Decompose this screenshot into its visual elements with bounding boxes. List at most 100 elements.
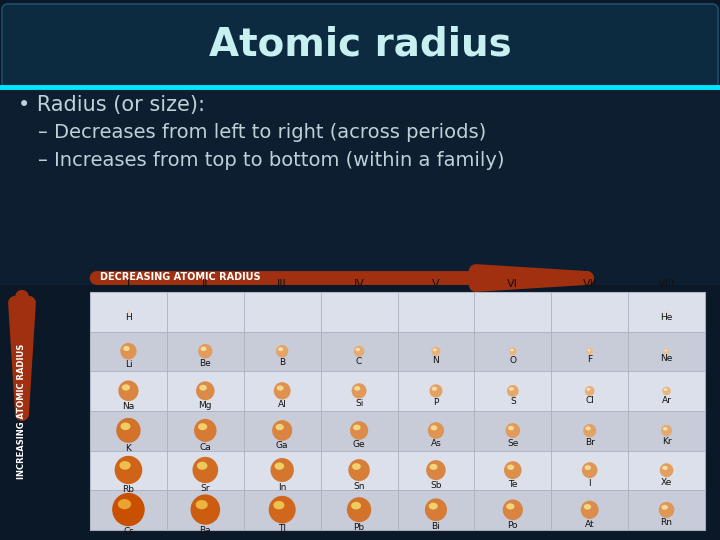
Ellipse shape bbox=[504, 461, 521, 479]
Text: Al: Al bbox=[278, 400, 287, 409]
FancyBboxPatch shape bbox=[90, 292, 705, 530]
Ellipse shape bbox=[271, 458, 294, 482]
Text: O: O bbox=[509, 356, 516, 364]
Ellipse shape bbox=[356, 348, 360, 351]
Text: S: S bbox=[510, 397, 516, 406]
Ellipse shape bbox=[509, 387, 514, 391]
Ellipse shape bbox=[581, 501, 598, 519]
Text: – Decreases from left to right (across periods): – Decreases from left to right (across p… bbox=[38, 123, 486, 141]
Ellipse shape bbox=[425, 498, 447, 521]
Ellipse shape bbox=[432, 387, 437, 391]
Ellipse shape bbox=[127, 311, 129, 312]
Ellipse shape bbox=[659, 502, 675, 518]
Text: VII: VII bbox=[582, 279, 597, 289]
Text: Atomic radius: Atomic radius bbox=[209, 26, 511, 64]
Ellipse shape bbox=[507, 464, 514, 470]
Ellipse shape bbox=[430, 464, 438, 470]
Ellipse shape bbox=[276, 424, 284, 430]
Ellipse shape bbox=[428, 422, 444, 439]
Ellipse shape bbox=[120, 461, 131, 470]
Text: Tl: Tl bbox=[278, 524, 286, 534]
Ellipse shape bbox=[120, 343, 137, 360]
Ellipse shape bbox=[114, 456, 143, 484]
Ellipse shape bbox=[196, 500, 208, 509]
Text: K: K bbox=[125, 444, 131, 453]
Ellipse shape bbox=[665, 310, 668, 313]
Text: Se: Se bbox=[507, 438, 518, 448]
Ellipse shape bbox=[352, 463, 361, 470]
Ellipse shape bbox=[348, 459, 370, 481]
Text: Ca: Ca bbox=[199, 443, 211, 451]
Ellipse shape bbox=[506, 503, 515, 510]
Ellipse shape bbox=[509, 347, 517, 355]
FancyBboxPatch shape bbox=[90, 490, 705, 530]
Text: Rb: Rb bbox=[122, 485, 135, 494]
Text: DECREASING ATOMIC RADIUS: DECREASING ATOMIC RADIUS bbox=[100, 272, 261, 282]
Text: Si: Si bbox=[355, 399, 364, 408]
Text: He: He bbox=[660, 313, 672, 322]
Ellipse shape bbox=[428, 503, 438, 510]
Text: Te: Te bbox=[508, 480, 518, 489]
Ellipse shape bbox=[274, 382, 291, 400]
Ellipse shape bbox=[662, 387, 671, 395]
Text: Kr: Kr bbox=[662, 437, 671, 445]
Ellipse shape bbox=[269, 496, 296, 523]
Ellipse shape bbox=[664, 348, 670, 354]
Text: As: As bbox=[431, 440, 441, 448]
Ellipse shape bbox=[586, 348, 593, 355]
Ellipse shape bbox=[347, 497, 372, 522]
Text: INCREASING ATOMIC RADIUS: INCREASING ATOMIC RADIUS bbox=[17, 343, 27, 478]
Text: – Increases from top to bottom (within a family): – Increases from top to bottom (within a… bbox=[38, 151, 505, 170]
FancyBboxPatch shape bbox=[0, 90, 720, 285]
Ellipse shape bbox=[429, 384, 443, 397]
Ellipse shape bbox=[120, 422, 130, 430]
Text: II: II bbox=[202, 279, 209, 289]
FancyBboxPatch shape bbox=[90, 411, 705, 451]
Ellipse shape bbox=[112, 493, 145, 526]
Ellipse shape bbox=[661, 425, 672, 436]
Ellipse shape bbox=[585, 465, 591, 470]
Text: Ge: Ge bbox=[353, 441, 365, 449]
Ellipse shape bbox=[353, 424, 361, 430]
Ellipse shape bbox=[664, 388, 667, 391]
FancyBboxPatch shape bbox=[90, 372, 705, 411]
Text: Po: Po bbox=[508, 521, 518, 530]
Text: B: B bbox=[279, 358, 285, 367]
Text: Xe: Xe bbox=[661, 478, 672, 487]
Text: VIII: VIII bbox=[658, 279, 675, 289]
Ellipse shape bbox=[192, 457, 218, 483]
Ellipse shape bbox=[276, 386, 284, 390]
Text: • Radius (or size):: • Radius (or size): bbox=[18, 95, 205, 115]
Text: Li: Li bbox=[125, 360, 132, 369]
Text: At: At bbox=[585, 519, 595, 529]
Text: Be: Be bbox=[199, 359, 211, 368]
FancyBboxPatch shape bbox=[2, 4, 718, 88]
Ellipse shape bbox=[431, 426, 437, 430]
Ellipse shape bbox=[662, 466, 667, 470]
Ellipse shape bbox=[274, 462, 284, 470]
Ellipse shape bbox=[508, 426, 514, 430]
Ellipse shape bbox=[354, 346, 364, 357]
Ellipse shape bbox=[588, 349, 590, 352]
Ellipse shape bbox=[507, 385, 518, 397]
Text: Ne: Ne bbox=[660, 354, 672, 363]
Ellipse shape bbox=[116, 418, 140, 443]
Ellipse shape bbox=[198, 344, 212, 359]
Ellipse shape bbox=[278, 347, 283, 351]
Ellipse shape bbox=[662, 505, 668, 510]
Text: I: I bbox=[127, 279, 130, 289]
Text: Sn: Sn bbox=[354, 482, 365, 491]
Ellipse shape bbox=[582, 462, 598, 478]
Ellipse shape bbox=[197, 462, 207, 470]
Text: Sr: Sr bbox=[201, 484, 210, 493]
Text: Bi: Bi bbox=[431, 522, 441, 531]
Ellipse shape bbox=[350, 421, 368, 440]
Ellipse shape bbox=[585, 427, 591, 430]
Text: F: F bbox=[587, 355, 593, 364]
Ellipse shape bbox=[431, 347, 441, 356]
Ellipse shape bbox=[118, 381, 138, 401]
Ellipse shape bbox=[433, 348, 437, 351]
Text: In: In bbox=[278, 483, 287, 492]
Text: III: III bbox=[277, 279, 287, 289]
Text: P: P bbox=[433, 398, 438, 407]
